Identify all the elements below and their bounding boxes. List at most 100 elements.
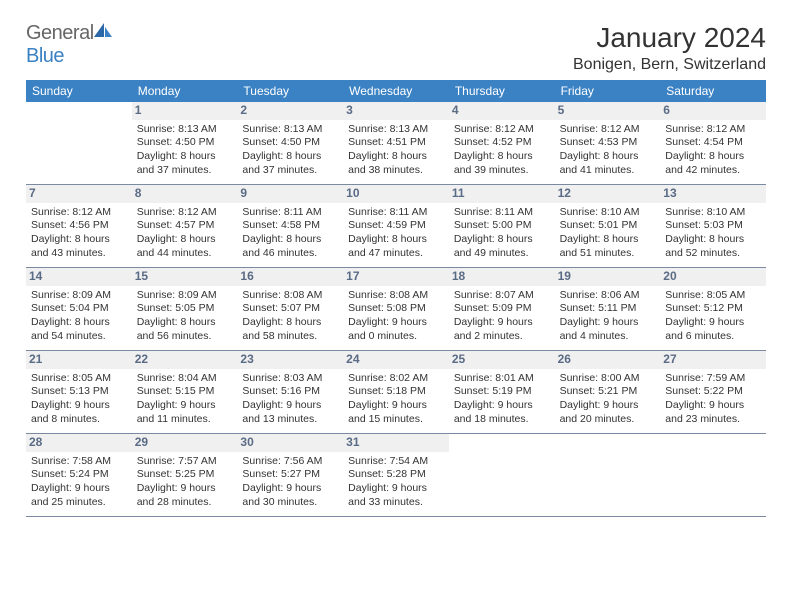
day-cell: 11Sunrise: 8:11 AMSunset: 5:00 PMDayligh…: [449, 185, 555, 267]
day-number: 29: [132, 434, 238, 452]
sunrise-text: Sunrise: 8:11 AM: [242, 206, 338, 220]
title-block: January 2024 Bonigen, Bern, Switzerland: [573, 22, 766, 74]
sunrise-text: Sunrise: 8:05 AM: [665, 289, 761, 303]
day-number: 30: [237, 434, 343, 452]
day-cell: 27Sunrise: 7:59 AMSunset: 5:22 PMDayligh…: [660, 351, 766, 433]
day-cell: 31Sunrise: 7:54 AMSunset: 5:28 PMDayligh…: [343, 434, 449, 516]
day-cell: 18Sunrise: 8:07 AMSunset: 5:09 PMDayligh…: [449, 268, 555, 350]
day-number: 31: [343, 434, 449, 452]
sunrise-text: Sunrise: 7:57 AM: [137, 455, 233, 469]
day-number: 18: [449, 268, 555, 286]
sunset-text: Sunset: 4:52 PM: [454, 136, 550, 150]
daylight-text: Daylight: 9 hours and 11 minutes.: [137, 399, 233, 426]
logo-text-2: Blue: [26, 45, 64, 67]
sunset-text: Sunset: 5:00 PM: [454, 219, 550, 233]
daylight-text: Daylight: 8 hours and 42 minutes.: [665, 150, 761, 177]
day-cell: 14Sunrise: 8:09 AMSunset: 5:04 PMDayligh…: [26, 268, 132, 350]
daylight-text: Daylight: 8 hours and 51 minutes.: [560, 233, 656, 260]
day-number: 10: [343, 185, 449, 203]
sunrise-text: Sunrise: 8:10 AM: [665, 206, 761, 220]
weekday-header: Thursday: [449, 80, 555, 102]
day-cell: [26, 102, 132, 184]
day-number: 26: [555, 351, 661, 369]
sunrise-text: Sunrise: 8:09 AM: [137, 289, 233, 303]
day-cell: 24Sunrise: 8:02 AMSunset: 5:18 PMDayligh…: [343, 351, 449, 433]
calendar: Sunday Monday Tuesday Wednesday Thursday…: [26, 80, 766, 517]
logo: General Blue: [26, 22, 114, 68]
day-cell: 16Sunrise: 8:08 AMSunset: 5:07 PMDayligh…: [237, 268, 343, 350]
sunrise-text: Sunrise: 8:13 AM: [137, 123, 233, 137]
sunset-text: Sunset: 5:18 PM: [348, 385, 444, 399]
day-number: 21: [26, 351, 132, 369]
sunset-text: Sunset: 5:22 PM: [665, 385, 761, 399]
daylight-text: Daylight: 9 hours and 8 minutes.: [31, 399, 127, 426]
daylight-text: Daylight: 9 hours and 20 minutes.: [560, 399, 656, 426]
day-number: 3: [343, 102, 449, 120]
weekday-header: Sunday: [26, 80, 132, 102]
day-number: 22: [132, 351, 238, 369]
day-cell: 12Sunrise: 8:10 AMSunset: 5:01 PMDayligh…: [555, 185, 661, 267]
sunset-text: Sunset: 4:57 PM: [137, 219, 233, 233]
weekday-header-row: Sunday Monday Tuesday Wednesday Thursday…: [26, 80, 766, 102]
weekday-header: Tuesday: [237, 80, 343, 102]
sunrise-text: Sunrise: 8:12 AM: [560, 123, 656, 137]
sunrise-text: Sunrise: 8:05 AM: [31, 372, 127, 386]
day-number: 4: [449, 102, 555, 120]
day-cell: [660, 434, 766, 516]
daylight-text: Daylight: 8 hours and 41 minutes.: [560, 150, 656, 177]
sunrise-text: Sunrise: 7:56 AM: [242, 455, 338, 469]
sunset-text: Sunset: 5:09 PM: [454, 302, 550, 316]
weekday-header: Monday: [132, 80, 238, 102]
daylight-text: Daylight: 8 hours and 58 minutes.: [242, 316, 338, 343]
daylight-text: Daylight: 9 hours and 0 minutes.: [348, 316, 444, 343]
day-cell: 9Sunrise: 8:11 AMSunset: 4:58 PMDaylight…: [237, 185, 343, 267]
day-cell: 4Sunrise: 8:12 AMSunset: 4:52 PMDaylight…: [449, 102, 555, 184]
day-cell: 10 Sunrise: 8:11 AMSunset: 4:59 PMDayligh…: [343, 185, 449, 267]
sunset-text: Sunset: 5:01 PM: [560, 219, 656, 233]
sunset-text: Sunset: 5:08 PM: [348, 302, 444, 316]
day-cell: [555, 434, 661, 516]
daylight-text: Daylight: 8 hours and 52 minutes.: [665, 233, 761, 260]
sunrise-text: Sunrise: 8:10 AM: [560, 206, 656, 220]
day-cell: [449, 434, 555, 516]
daylight-text: Daylight: 8 hours and 43 minutes.: [31, 233, 127, 260]
sunrise-text: Sunrise: 8:08 AM: [348, 289, 444, 303]
sunset-text: Sunset: 5:11 PM: [560, 302, 656, 316]
daylight-text: Daylight: 8 hours and 38 minutes.: [348, 150, 444, 177]
daylight-text: Daylight: 9 hours and 15 minutes.: [348, 399, 444, 426]
day-cell: 5Sunrise: 8:12 AMSunset: 4:53 PMDaylight…: [555, 102, 661, 184]
sunrise-text: Sunrise: 8:11 AM: [348, 206, 444, 220]
day-number: 24: [343, 351, 449, 369]
day-number: 8: [132, 185, 238, 203]
week-row: 21Sunrise: 8:05 AMSunset: 5:13 PMDayligh…: [26, 351, 766, 434]
week-row: 14 Sunrise: 8:09 AM Sunset: 5:04 PM Dayligh…: [26, 268, 766, 351]
sunset-text: Sunset: 4:58 PM: [242, 219, 338, 233]
day-cell: 6 Sunrise: 8:12 AMSunset: 4:54 PMDaylight…: [660, 102, 766, 184]
day-number: 7: [26, 185, 132, 203]
day-cell: 29Sunrise: 7:57 AMSunset: 5:25 PMDayligh…: [132, 434, 238, 516]
daylight-text: Daylight: 8 hours and 47 minutes.: [348, 233, 444, 260]
day-number: 25: [449, 351, 555, 369]
sunrise-text: Sunrise: 8:04 AM: [137, 372, 233, 386]
sunset-text: Sunset: 4:54 PM: [665, 136, 761, 150]
sail-icon: [92, 21, 114, 39]
day-number: 6: [660, 102, 766, 120]
day-number: 14: [26, 268, 132, 286]
sunset-text: Sunset: 4:59 PM: [348, 219, 444, 233]
weeks-container: 1Sunrise: 8:13 AMSunset: 4:50 PMDaylight…: [26, 102, 766, 517]
day-cell: 15Sunrise: 8:09 AMSunset: 5:05 PMDayligh…: [132, 268, 238, 350]
weekday-header: Friday: [555, 80, 661, 102]
day-cell: 7Sunrise: 8:12 AMSunset: 4:56 PMDaylight…: [26, 185, 132, 267]
sunrise-text: Sunrise: 7:59 AM: [665, 372, 761, 386]
sunset-text: Sunset: 5:12 PM: [665, 302, 761, 316]
sunset-text: Sunset: 5:04 PM: [31, 302, 127, 316]
day-number: 9: [237, 185, 343, 203]
day-cell: 26Sunrise: 8:00 AMSunset: 5:21 PMDayligh…: [555, 351, 661, 433]
sunrise-text: Sunrise: 8:00 AM: [560, 372, 656, 386]
day-number: 5: [555, 102, 661, 120]
daylight-text: Daylight: 8 hours and 56 minutes.: [137, 316, 233, 343]
day-number: 11: [449, 185, 555, 203]
sunrise-text: Sunrise: 8:12 AM: [665, 123, 761, 137]
month-title: January 2024: [573, 22, 766, 54]
sunset-text: Sunset: 5:03 PM: [665, 219, 761, 233]
